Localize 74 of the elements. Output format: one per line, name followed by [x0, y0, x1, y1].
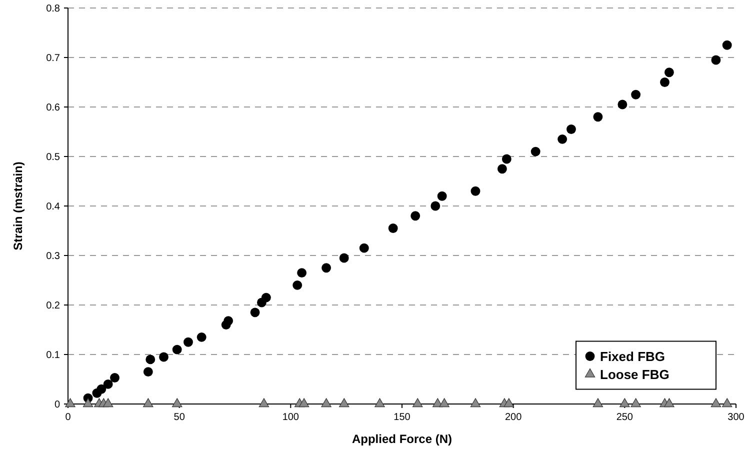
point	[184, 337, 193, 347]
x-tick-label: 300	[728, 412, 745, 423]
point	[172, 344, 182, 354]
point	[297, 268, 307, 278]
point	[258, 398, 270, 408]
x-axis-title: Applied Force (N)	[352, 432, 452, 446]
point	[102, 398, 114, 408]
point	[711, 55, 721, 65]
point	[593, 112, 603, 122]
point	[410, 211, 420, 221]
point	[618, 100, 628, 110]
point	[224, 316, 234, 326]
point	[322, 263, 332, 273]
point	[630, 398, 641, 408]
legend-label: Fixed FBG	[600, 348, 666, 364]
point	[530, 146, 540, 156]
point	[321, 398, 332, 408]
y-tick-label: 0.4	[46, 202, 60, 212]
y-tick-label: 0.3	[46, 251, 60, 262]
point	[558, 134, 568, 144]
point	[196, 332, 206, 342]
point	[437, 191, 447, 201]
point	[592, 398, 604, 408]
point	[172, 398, 182, 408]
point	[146, 354, 156, 364]
x-tick-label: 100	[282, 412, 300, 423]
point	[722, 398, 732, 408]
point	[298, 398, 310, 408]
point	[502, 154, 512, 164]
point	[620, 398, 630, 408]
point	[103, 379, 113, 389]
point	[339, 253, 349, 263]
y-tick-label: 0.1	[46, 350, 60, 361]
point	[664, 398, 674, 408]
point	[412, 398, 423, 408]
point	[710, 398, 722, 408]
y-tick-label: 0.7	[46, 53, 60, 64]
x-tick-label: 0	[65, 412, 72, 423]
x-tick-label: 50	[174, 412, 186, 423]
y-tick-label: 0.8	[46, 4, 60, 14]
legend-label: Loose FBG	[600, 366, 670, 382]
point	[664, 68, 674, 78]
point	[339, 398, 350, 408]
point	[566, 124, 576, 134]
point	[631, 90, 641, 100]
point	[504, 398, 514, 408]
y-tick-label: 0.2	[46, 300, 60, 312]
y-tick-label: 0	[54, 400, 60, 410]
y-tick-label: 0.5	[46, 152, 60, 163]
point	[96, 384, 106, 394]
x-tick-label: 200	[504, 412, 522, 423]
point	[660, 78, 670, 87]
point	[82, 398, 94, 408]
point	[250, 308, 260, 318]
point	[261, 292, 271, 302]
point	[143, 367, 153, 377]
point	[497, 164, 507, 174]
point	[143, 398, 154, 408]
point	[470, 398, 481, 408]
point	[359, 243, 369, 253]
point	[388, 224, 398, 233]
y-axis-title: Strain (mstrain)	[11, 162, 25, 250]
point	[374, 398, 385, 408]
point	[470, 186, 480, 196]
point	[722, 40, 732, 50]
point	[65, 398, 76, 408]
point	[159, 352, 168, 362]
point	[110, 373, 120, 382]
x-tick-label: 150	[394, 412, 411, 423]
y-tick-label: 0.6	[46, 102, 60, 114]
x-tick-label: 250	[616, 412, 634, 423]
point	[430, 201, 440, 211]
point	[439, 398, 450, 408]
point	[292, 280, 302, 290]
